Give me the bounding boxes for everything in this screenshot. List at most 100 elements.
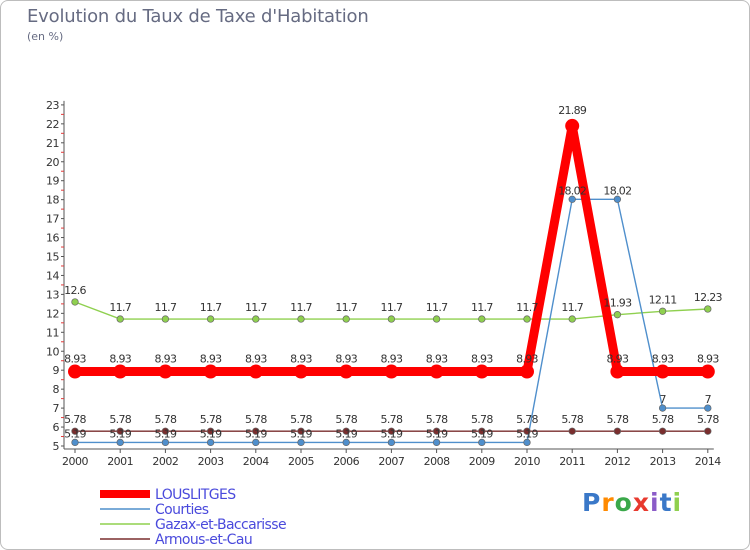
data-point-2	[568, 315, 576, 323]
data-point-2	[297, 315, 305, 323]
data-label-1: 7	[705, 393, 712, 406]
data-label-2: 11.7	[335, 301, 357, 314]
data-label-0: 8.93	[652, 353, 674, 366]
data-label-3: 5.78	[290, 413, 312, 426]
data-label-2: 11.7	[109, 301, 131, 314]
data-label-0: 8.93	[290, 353, 312, 366]
x-tick-label: 2005	[288, 455, 314, 468]
data-label-1: 5.19	[245, 427, 267, 440]
data-point-0	[565, 118, 580, 133]
data-label-2: 11.7	[245, 301, 267, 314]
data-label-0: 8.93	[245, 353, 267, 366]
chart-title: Evolution du Taux de Taxe d'Habitation	[27, 6, 369, 27]
data-point-2	[116, 315, 124, 323]
data-point-3	[161, 427, 170, 435]
data-point-1	[297, 438, 305, 447]
data-label-1: 18.02	[558, 184, 586, 197]
y-tick-label: 8	[53, 383, 60, 396]
data-point-0	[384, 364, 399, 379]
data-point-1	[387, 438, 396, 447]
data-point-3	[704, 427, 712, 435]
data-point-0	[520, 364, 534, 379]
data-point-3	[523, 427, 531, 435]
x-tick-label: 2009	[469, 455, 495, 468]
data-point-0	[474, 364, 489, 379]
data-point-2	[613, 311, 622, 319]
data-label-3: 5.78	[471, 413, 493, 426]
logo-letter: i	[672, 488, 683, 517]
y-tick-label: 18	[46, 194, 59, 207]
data-label-3: 5.78	[607, 413, 629, 426]
x-tick-label: 2006	[333, 455, 359, 468]
data-point-3	[116, 427, 124, 435]
data-point-2	[206, 315, 215, 323]
data-label-1: 5.19	[290, 427, 312, 440]
y-tick-label: 20	[46, 156, 59, 169]
data-point-2	[523, 315, 531, 323]
data-label-2: 11.7	[561, 301, 583, 314]
data-point-2	[342, 315, 350, 323]
x-tick-label: 2007	[378, 455, 404, 468]
data-point-1	[658, 404, 667, 412]
x-tick-label: 2014	[695, 455, 721, 468]
y-tick-label: 17	[46, 213, 59, 226]
y-tick-label: 11	[46, 326, 59, 339]
data-label-2: 12.11	[649, 293, 677, 306]
data-label-1: 7	[659, 393, 666, 406]
y-tick-label: 19	[46, 175, 59, 188]
data-point-3	[658, 427, 667, 435]
legend-label-3: Armous-et-Cau	[155, 532, 252, 548]
proxiti-logo: Proxiti	[582, 488, 682, 517]
data-point-3	[568, 427, 576, 435]
data-label-1: 5.19	[64, 427, 86, 440]
data-label-2: 11.7	[516, 301, 538, 314]
x-tick-label: 2002	[152, 455, 178, 468]
x-tick-label: 2012	[604, 455, 630, 468]
y-tick-label: 12	[46, 307, 59, 320]
data-point-1	[71, 438, 79, 447]
data-point-3	[342, 427, 350, 435]
x-tick-label: 2013	[650, 455, 676, 468]
data-label-0: 8.93	[335, 353, 357, 366]
data-label-1: 5.19	[155, 427, 177, 440]
y-tick-label: 7	[53, 402, 60, 415]
data-label-3: 5.78	[155, 413, 177, 426]
x-tick-label: 2008	[424, 455, 450, 468]
data-point-3	[387, 427, 396, 435]
data-point-2	[478, 315, 486, 323]
data-point-1	[613, 195, 622, 203]
legend-label-0: LOUSLITGES	[155, 487, 236, 503]
data-point-0	[203, 364, 218, 379]
y-tick-label: 10	[46, 345, 59, 358]
data-point-2	[432, 315, 441, 323]
data-point-0	[700, 364, 715, 379]
data-label-3: 5.78	[697, 413, 719, 426]
data-point-1	[478, 438, 486, 447]
data-label-0: 8.93	[426, 353, 448, 366]
data-point-0	[610, 364, 625, 379]
data-label-3: 5.78	[109, 413, 131, 426]
data-label-0: 8.93	[155, 353, 177, 366]
data-label-0: 8.93	[697, 353, 719, 366]
data-label-2: 12.23	[694, 291, 723, 304]
data-point-2	[161, 315, 170, 323]
data-point-1	[704, 404, 712, 412]
data-point-3	[478, 427, 486, 435]
data-label-2: 11.7	[426, 301, 448, 314]
data-point-3	[206, 427, 215, 435]
data-label-3: 5.78	[245, 413, 267, 426]
logo-letter: o	[614, 488, 633, 517]
data-label-1: 18.02	[603, 184, 631, 197]
data-point-1	[432, 438, 441, 447]
data-label-0: 21.89	[558, 104, 587, 117]
data-label-0: 8.93	[607, 353, 629, 366]
data-label-0: 8.93	[381, 353, 403, 366]
data-label-3: 5.78	[652, 413, 674, 426]
data-label-1: 5.19	[200, 427, 222, 440]
data-point-0	[248, 364, 263, 379]
data-label-1: 5.19	[426, 427, 448, 440]
data-point-2	[252, 315, 260, 323]
logo-letter: t	[659, 488, 673, 517]
data-point-0	[68, 364, 82, 379]
